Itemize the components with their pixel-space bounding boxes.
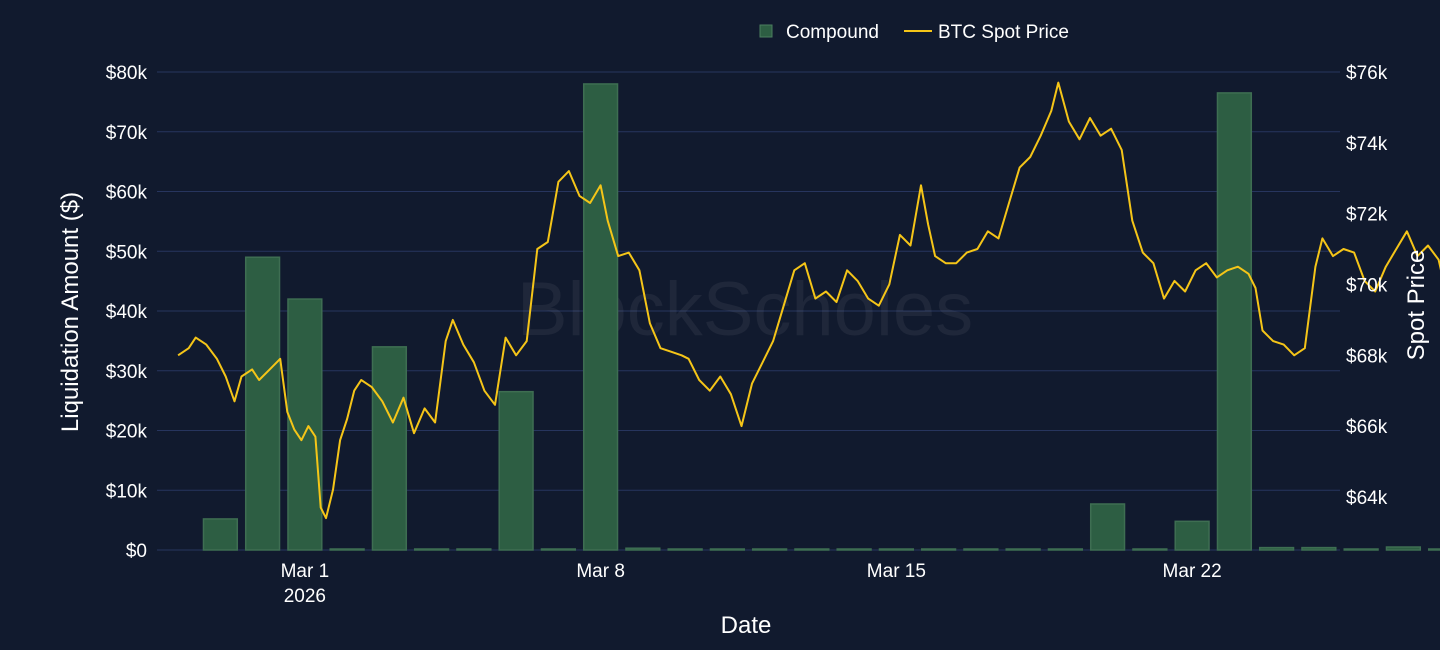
bar-compound xyxy=(1174,520,1210,551)
bar-compound xyxy=(1258,546,1295,551)
bar-compound xyxy=(540,548,577,551)
bar-compound xyxy=(794,548,830,551)
bar-compound xyxy=(1089,503,1126,551)
y2-tick-label: $68k xyxy=(1346,346,1388,367)
grid-lines xyxy=(157,71,1340,551)
y-axis-title: Liquidation Amount ($) xyxy=(57,192,84,432)
legend-label-btc[interactable]: BTC Spot Price xyxy=(938,22,1069,43)
bar-compound xyxy=(709,548,746,551)
axes: $0 $10k $20k $30k $40k $50k $60k $70k $80k $64k $6… xyxy=(106,63,1388,607)
bar-compound xyxy=(329,548,365,551)
bar-compound xyxy=(287,298,323,551)
bar-compound xyxy=(202,518,239,551)
y-tick-label: $40k xyxy=(106,302,148,323)
y-tick-label: $80k xyxy=(106,63,148,84)
x-tick-label: Mar 8 xyxy=(576,561,625,582)
bar-series xyxy=(202,83,1440,551)
y-tick-label: $70k xyxy=(106,123,148,144)
bar-compound xyxy=(371,346,408,551)
bar-compound xyxy=(1301,546,1337,551)
bar-compound xyxy=(244,256,281,551)
y-tick-label: $50k xyxy=(106,242,148,263)
bar-compound xyxy=(1216,92,1253,551)
bar-compound xyxy=(878,548,915,551)
bar-compound xyxy=(456,548,492,551)
bar-compound xyxy=(1047,548,1084,551)
legend: Compound BTC Spot Price xyxy=(759,22,1069,43)
bar-compound xyxy=(1005,548,1041,551)
bar-compound xyxy=(751,548,788,551)
y2-tick-label: $70k xyxy=(1346,275,1388,296)
x-tick-sublabel: 2026 xyxy=(284,586,326,607)
y2-tick-label: $74k xyxy=(1346,134,1388,155)
bar-compound xyxy=(582,83,619,551)
x-tick-label: Mar 22 xyxy=(1163,561,1222,582)
bar-compound xyxy=(920,548,957,551)
y2-tick-label: $66k xyxy=(1346,417,1388,438)
y-tick-label: $20k xyxy=(106,422,148,443)
y-tick-label: $60k xyxy=(106,183,148,204)
x-tick-label: Mar 1 xyxy=(281,561,330,582)
bar-compound xyxy=(413,548,450,551)
bar-compound xyxy=(1343,548,1379,551)
bar-compound xyxy=(836,548,872,551)
line-series xyxy=(177,81,1440,520)
bar-compound xyxy=(1427,548,1440,551)
bar-compound xyxy=(963,548,999,551)
line-btc-spot-price xyxy=(177,81,1440,520)
y2-tick-label: $64k xyxy=(1346,488,1388,509)
y2-axis-title: Spot Price xyxy=(1403,250,1430,361)
y-tick-label: $30k xyxy=(106,362,148,383)
y-tick-label: $10k xyxy=(106,481,148,502)
legend-swatch-compound xyxy=(759,24,773,38)
y2-tick-label: $72k xyxy=(1346,205,1388,226)
bar-compound xyxy=(498,390,534,551)
x-tick-label: Mar 15 xyxy=(867,561,926,582)
bar-compound xyxy=(1132,548,1168,551)
y-tick-label: $0 xyxy=(126,541,147,562)
legend-label-compound[interactable]: Compound xyxy=(786,22,879,43)
x-axis-title: Date xyxy=(721,612,772,639)
bar-compound xyxy=(667,548,703,551)
y2-tick-label: $76k xyxy=(1346,63,1388,84)
bar-compound xyxy=(1385,546,1422,551)
bar-compound xyxy=(625,547,661,551)
